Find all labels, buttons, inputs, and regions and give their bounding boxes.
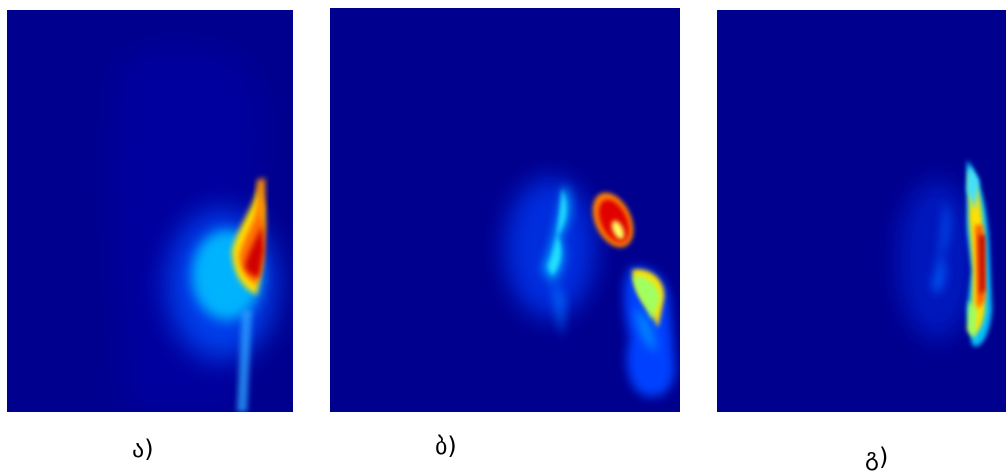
heatmap-image-g [717, 10, 1006, 412]
heatmap-panel-a [7, 10, 293, 412]
caption-panel-b: ბ) [435, 432, 457, 460]
caption-panel-a: ა) [132, 435, 154, 463]
heatmap-panel-g [717, 10, 1006, 412]
caption-panel-g: გ) [865, 443, 889, 471]
heatmap-image-a [7, 10, 293, 412]
heatmap-image-b [330, 8, 680, 412]
heatmap-panel-b [330, 8, 680, 412]
